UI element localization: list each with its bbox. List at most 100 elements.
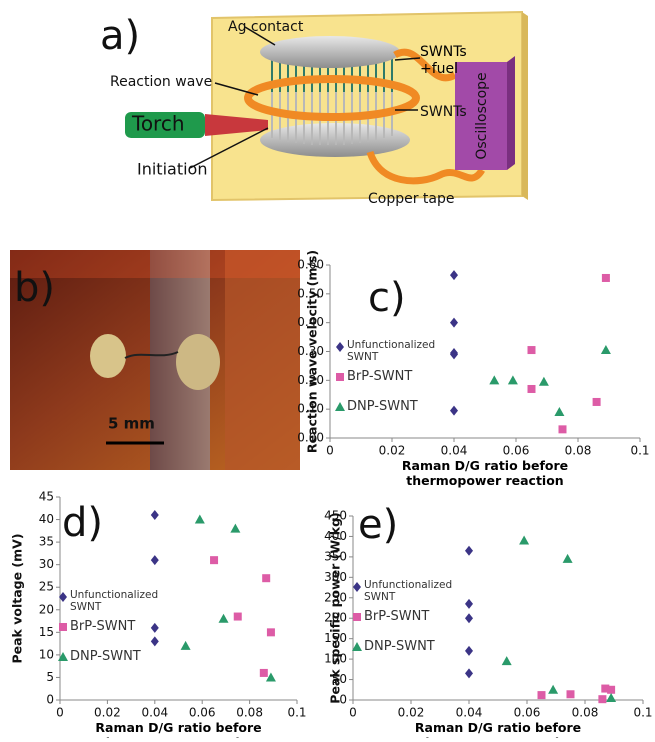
y-tick-label: 10 xyxy=(39,647,54,661)
y-tick-label: 15 xyxy=(39,625,54,639)
panel-label: a) xyxy=(100,13,140,59)
legend-marker xyxy=(336,373,344,381)
point xyxy=(234,613,242,621)
point xyxy=(563,554,573,563)
point xyxy=(602,274,610,282)
legend-marker xyxy=(336,342,344,352)
x-axis-label-box: Raman D/G ratio before thermopower react… xyxy=(69,720,289,738)
figure: a) Ag contact Reaction wave SWNTs +fuel … xyxy=(0,0,655,738)
x-tick-label: 0.06 xyxy=(514,706,541,720)
point xyxy=(606,693,616,702)
x-tick-label: 0.1 xyxy=(633,706,652,720)
point xyxy=(230,524,240,533)
panel-label: d) xyxy=(62,500,103,546)
diagram-label: SWNTs +fuel xyxy=(420,44,472,78)
photo-contact xyxy=(176,334,220,390)
point xyxy=(559,425,567,433)
y-axis-label: Reaction wave velocity (m/s) xyxy=(305,250,320,453)
y-tick-label: 40 xyxy=(39,512,54,526)
point xyxy=(465,546,473,556)
diagram: a) Ag contact Reaction wave SWNTs +fuel … xyxy=(100,12,528,207)
x-tick-label: 0.06 xyxy=(189,706,216,720)
diagram-label: Reaction wave xyxy=(110,74,212,90)
x-axis-label-box: Raman D/G ratio before thermopower react… xyxy=(388,720,608,738)
legend-label: BrP-SWNT xyxy=(347,369,447,385)
point xyxy=(262,574,270,582)
x-tick-label: 0.04 xyxy=(441,444,468,458)
x-tick-label: 0.08 xyxy=(572,706,599,720)
diagram-label-box: SWNTs +fuel xyxy=(420,44,480,84)
point xyxy=(450,348,458,358)
point xyxy=(554,407,564,416)
point xyxy=(450,406,458,416)
legend-label-box: Unfunctionalized SWNT xyxy=(70,589,170,623)
scale-bar-label: 5 mm xyxy=(108,415,155,433)
x-axis-label: Raman D/G ratio before thermopower react… xyxy=(79,720,279,738)
panel-label: e) xyxy=(358,502,398,548)
x-tick-label: 0 xyxy=(349,706,357,720)
point xyxy=(219,614,229,623)
legend-label-box: DNP-SWNT xyxy=(70,649,170,683)
point xyxy=(539,377,549,386)
x-tick-label: 0.08 xyxy=(236,706,263,720)
x-tick-label: 0.1 xyxy=(287,706,306,720)
x-tick-label: 0 xyxy=(326,444,334,458)
legend-marker xyxy=(59,623,67,631)
point xyxy=(519,536,529,545)
legend-label-box: DNP-SWNT xyxy=(364,639,464,673)
legend-label: Unfunctionalized SWNT xyxy=(364,579,454,603)
point xyxy=(567,690,575,698)
x-tick-label: 0 xyxy=(56,706,64,720)
x-tick-label: 0.02 xyxy=(398,706,425,720)
point xyxy=(151,510,159,520)
point xyxy=(260,669,268,677)
legend-label: Unfunctionalized SWNT xyxy=(347,339,437,363)
y-tick-label: 25 xyxy=(39,580,54,594)
legend-label: BrP-SWNT xyxy=(70,619,170,635)
legend-label-box: Unfunctionalized SWNT xyxy=(364,579,464,613)
diagram-label: SWNTs xyxy=(420,104,467,120)
point xyxy=(593,398,601,406)
y-tick-label: 35 xyxy=(39,535,54,549)
legend-label: DNP-SWNT xyxy=(364,639,464,655)
photo: b) 5 mm xyxy=(10,250,300,470)
legend-marker xyxy=(335,402,345,411)
point xyxy=(465,613,473,623)
y-axis-label: Peak specific power (W/kg) xyxy=(328,512,343,703)
point xyxy=(601,345,611,354)
y-tick-label: 0 xyxy=(46,693,54,707)
diagram-label: Initiation xyxy=(137,160,207,179)
point xyxy=(508,375,518,384)
point xyxy=(489,375,499,384)
x-tick-label: 0.04 xyxy=(141,706,168,720)
x-axis-label: Raman D/G ratio before thermopower react… xyxy=(385,458,585,488)
point xyxy=(450,270,458,280)
point xyxy=(210,556,218,564)
photo-tape xyxy=(225,250,300,470)
legend-label: DNP-SWNT xyxy=(347,399,447,415)
legend-label: Unfunctionalized SWNT xyxy=(70,589,160,613)
point xyxy=(598,695,606,703)
point xyxy=(528,346,536,354)
upper-disc xyxy=(260,36,400,68)
x-tick-label: 0.06 xyxy=(503,444,530,458)
legend-label-box: BrP-SWNT xyxy=(70,619,170,653)
x-tick-label: 0.04 xyxy=(456,706,483,720)
legend-label-box: DNP-SWNT xyxy=(347,399,447,433)
y-tick-label: 30 xyxy=(39,557,54,571)
legend-marker xyxy=(353,613,361,621)
oscilloscope-side xyxy=(507,56,515,170)
point xyxy=(465,668,473,678)
point xyxy=(267,628,275,636)
point xyxy=(450,318,458,328)
legend-label-box: BrP-SWNT xyxy=(364,609,464,643)
point xyxy=(528,385,536,393)
y-tick-label: 45 xyxy=(39,490,54,504)
point xyxy=(538,691,546,699)
legend-label-box: BrP-SWNT xyxy=(347,369,447,403)
y-tick-label: 5 xyxy=(46,670,54,684)
point xyxy=(465,599,473,609)
x-tick-label: 0.02 xyxy=(94,706,121,720)
legend-marker xyxy=(353,582,361,592)
x-tick-label: 0.02 xyxy=(379,444,406,458)
